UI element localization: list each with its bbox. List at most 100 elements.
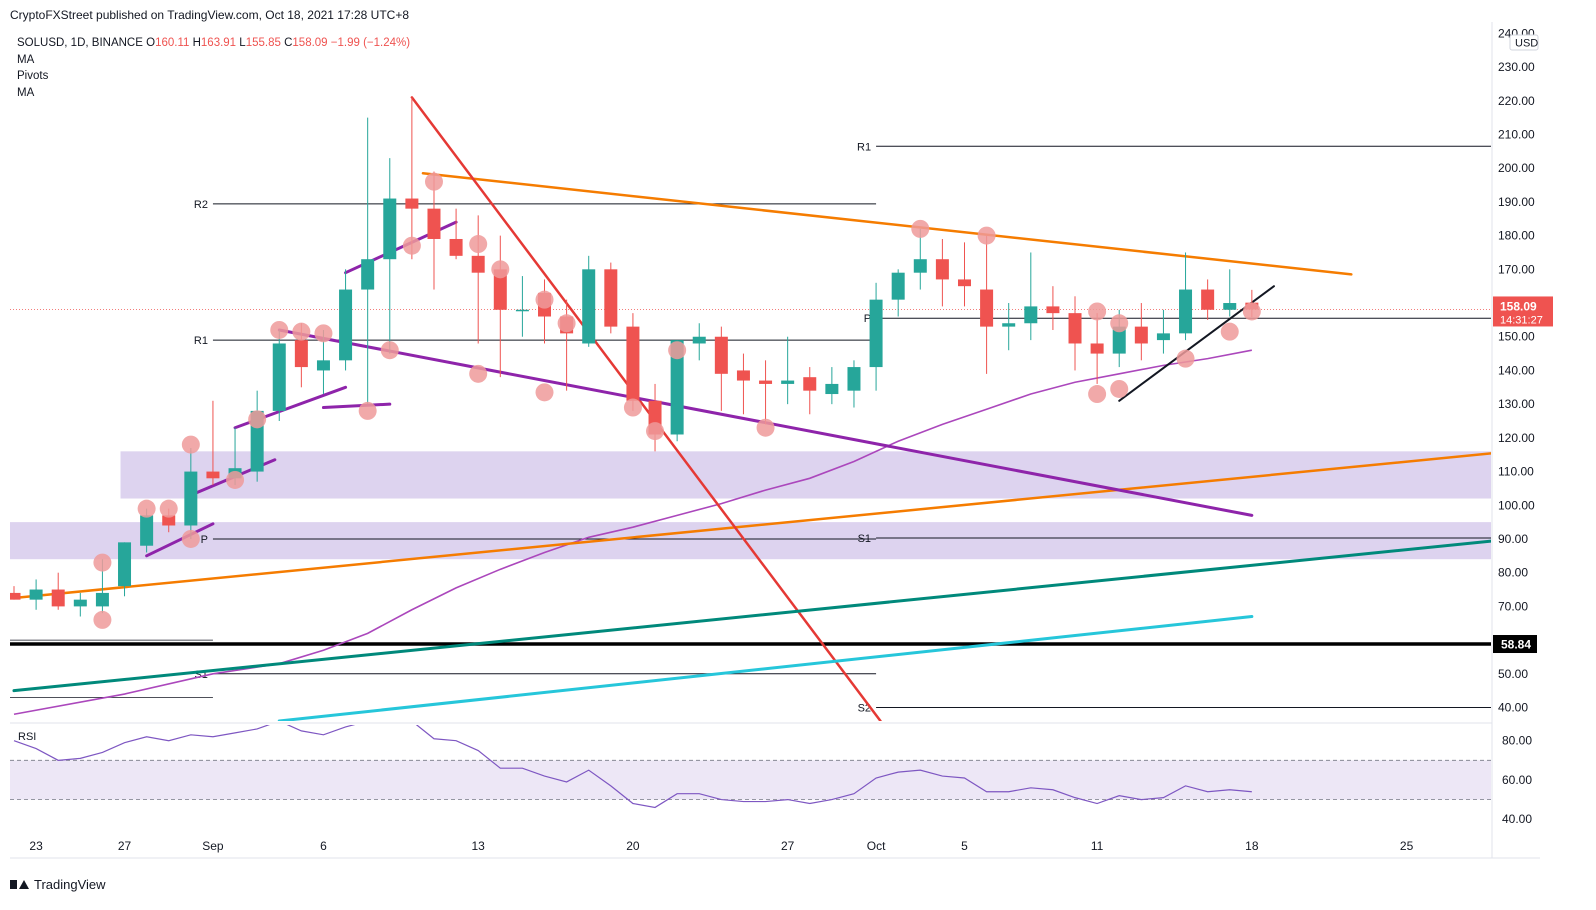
price-tick-label: 100.00	[1498, 498, 1535, 512]
candle-47	[1046, 286, 1060, 330]
candle-body	[140, 515, 154, 546]
time-tick-label: 5	[961, 839, 968, 853]
time-tick-label: Oct	[867, 839, 886, 853]
time-tick-label: 6	[320, 839, 327, 853]
legend-indicator-pivots[interactable]: Pivots	[17, 70, 49, 82]
candle-body	[1112, 326, 1126, 354]
candle-body	[1134, 326, 1148, 344]
candle-body	[51, 589, 65, 607]
candle-19	[427, 171, 441, 290]
trend-line-1	[421, 172, 1353, 276]
support-zone-0	[120, 451, 1491, 499]
candle-3	[73, 592, 87, 617]
pivot-label-r1-1: R1	[194, 335, 208, 347]
publisher-line: CryptoFXStreet published on TradingView.…	[10, 8, 409, 22]
touch-marker-33	[1242, 302, 1261, 321]
pivot-label-p-5: P	[864, 313, 871, 325]
candle-body	[670, 340, 684, 435]
trend-line-2	[410, 96, 882, 721]
candle-21	[471, 215, 485, 344]
candle-body	[449, 238, 463, 256]
candle-33	[736, 353, 750, 415]
candle-body	[957, 279, 971, 287]
candle-5	[118, 542, 132, 597]
candle-body	[1002, 323, 1016, 327]
candle-40	[891, 269, 905, 317]
touch-marker-30	[1110, 379, 1129, 398]
legend-indicator-ma-2[interactable]: MA	[17, 86, 35, 99]
candle-12	[272, 329, 286, 422]
candle-43	[957, 242, 971, 307]
candle-49	[1090, 313, 1104, 384]
legend-low-label: L	[239, 37, 246, 49]
legend-high-label: H	[192, 37, 201, 49]
candle-45	[1002, 303, 1016, 351]
pivot-label-p-2: P	[201, 534, 208, 546]
candle-51	[1134, 303, 1148, 361]
candle-body	[582, 269, 596, 344]
rsi-pane	[10, 725, 1491, 809]
candle-body	[604, 269, 618, 327]
legend-change: −1.99 (−1.24%)	[330, 37, 411, 49]
touch-marker-2	[137, 499, 156, 518]
pivot-label-s1-6: S1	[858, 533, 871, 545]
candle-16	[361, 117, 375, 405]
legend-indicator-ma[interactable]: MA	[17, 53, 35, 66]
touch-marker-1	[93, 553, 112, 572]
price-tick-label: 180.00	[1498, 229, 1535, 243]
candle-body	[471, 255, 485, 273]
candle-body	[1201, 289, 1215, 310]
candle-body	[736, 370, 750, 381]
candle-37	[825, 367, 839, 405]
candle-body	[272, 343, 286, 411]
candle-44	[980, 235, 994, 374]
legend-close-value: 158.09	[292, 37, 328, 49]
tradingview-brand: TradingView	[34, 877, 106, 892]
candle-body	[427, 208, 441, 239]
candle-53	[1179, 252, 1193, 341]
price-tick-label: 210.00	[1498, 127, 1535, 141]
price-tick-label: 230.00	[1498, 60, 1535, 74]
candle-body	[316, 360, 330, 371]
touch-marker-19	[535, 383, 554, 402]
candle-body	[935, 259, 949, 280]
touch-marker-7	[248, 410, 267, 429]
touch-marker-28	[1088, 385, 1107, 404]
candle-body	[714, 336, 728, 374]
support-zone-1	[10, 522, 1491, 560]
legend-close-label: C	[284, 37, 293, 49]
trend-line-9	[12, 539, 1491, 693]
candle-body	[184, 471, 198, 526]
touch-marker-9	[292, 322, 311, 341]
legend-open-label: O	[146, 37, 156, 49]
touch-marker-14	[424, 172, 443, 191]
legend-high-value: 163.91	[200, 37, 237, 49]
candle-32	[714, 326, 728, 411]
candle-8	[184, 447, 198, 539]
candle-body	[869, 299, 883, 368]
candle-29	[648, 383, 662, 452]
candle-55	[1223, 269, 1237, 317]
candle-body	[162, 515, 176, 526]
candle-body	[980, 289, 994, 327]
candle-54	[1201, 279, 1215, 320]
candle-35	[781, 336, 795, 405]
candle-body	[95, 592, 109, 607]
candle-body	[759, 380, 773, 384]
candle-26	[582, 255, 596, 347]
candle-48	[1068, 296, 1082, 371]
time-tick-label: 23	[29, 839, 43, 853]
touch-marker-27	[1088, 302, 1107, 321]
candle-body	[383, 198, 397, 260]
candle-25	[560, 299, 574, 391]
legend-ohlc-row: SOLUSD, 1D, BINANCE O160.11 H163.91 L155…	[17, 35, 410, 52]
candle-22	[493, 235, 507, 378]
candle-41	[913, 228, 927, 290]
candle-body	[1068, 313, 1082, 344]
rsi-band	[10, 760, 1491, 800]
touch-marker-0	[93, 610, 112, 629]
touch-marker-5	[181, 435, 200, 454]
candle-body	[891, 272, 905, 300]
trend-line-10	[277, 615, 1254, 721]
